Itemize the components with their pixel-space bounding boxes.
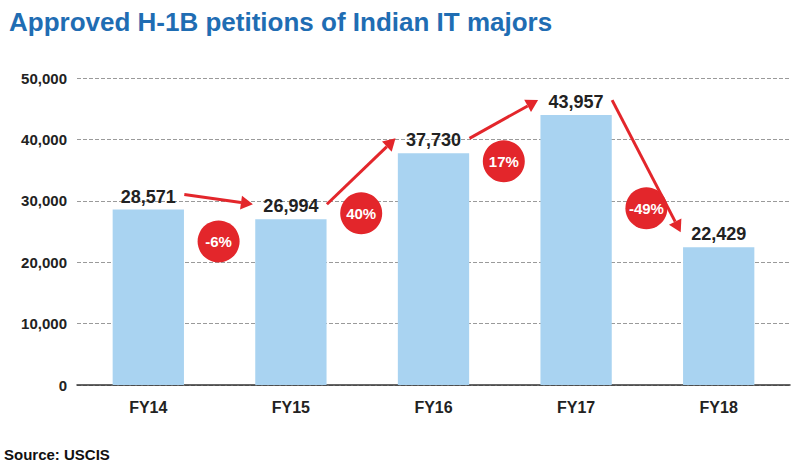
- svg-text:0: 0: [59, 377, 67, 394]
- svg-text:FY17: FY17: [557, 399, 595, 416]
- svg-text:37,730: 37,730: [406, 130, 461, 150]
- svg-text:FY15: FY15: [272, 399, 310, 416]
- svg-text:30,000: 30,000: [21, 192, 67, 209]
- svg-text:Approved H-1B petitions of Ind: Approved H-1B petitions of Indian IT maj…: [9, 7, 552, 37]
- svg-text:43,957: 43,957: [549, 92, 604, 112]
- svg-text:-6%: -6%: [205, 233, 232, 250]
- svg-text:FY14: FY14: [129, 399, 167, 416]
- svg-text:26,994: 26,994: [263, 196, 318, 216]
- svg-text:17%: 17%: [489, 153, 519, 170]
- svg-text:FY16: FY16: [414, 399, 452, 416]
- svg-text:20,000: 20,000: [21, 254, 67, 271]
- svg-text:50,000: 50,000: [21, 70, 67, 87]
- svg-text:22,429: 22,429: [691, 224, 746, 244]
- svg-text:28,571: 28,571: [121, 187, 176, 207]
- svg-text:40%: 40%: [346, 205, 376, 222]
- svg-text:-49%: -49%: [629, 200, 664, 217]
- svg-text:FY18: FY18: [700, 399, 738, 416]
- svg-text:10,000: 10,000: [21, 315, 67, 332]
- svg-text:40,000: 40,000: [21, 131, 67, 148]
- svg-text:Source: USCIS: Source: USCIS: [4, 446, 110, 463]
